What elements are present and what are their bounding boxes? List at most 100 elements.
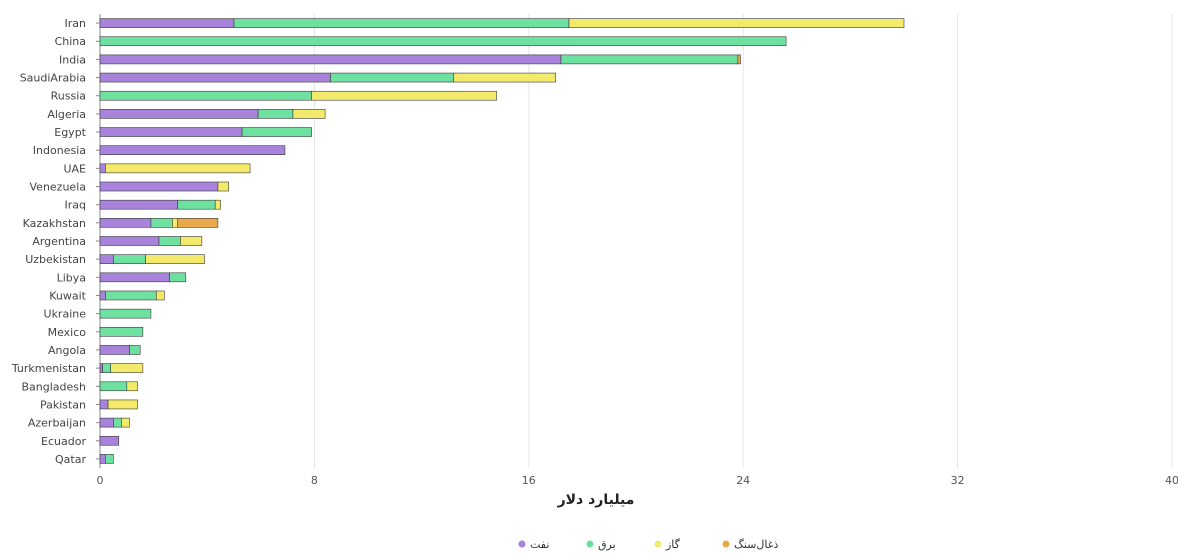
legend-label: گاز xyxy=(665,538,681,551)
category-label: India xyxy=(59,53,86,66)
bar-segment xyxy=(311,90,497,101)
category-label: Indonesia xyxy=(33,144,86,157)
bar-segment xyxy=(214,199,221,210)
category-label: Argentina xyxy=(32,235,86,248)
bar-segment xyxy=(99,145,286,155)
bar-segment xyxy=(177,199,216,210)
bar-segment xyxy=(129,345,141,355)
x-tick-label: 16 xyxy=(522,474,536,487)
bar-segment xyxy=(102,363,112,373)
x-tick-label: 24 xyxy=(736,474,750,487)
legend: نفت برق گاز ذغال‌سنگ xyxy=(518,538,778,551)
bar-segment xyxy=(113,417,122,428)
bar-segment xyxy=(107,399,138,410)
bar-segment xyxy=(233,18,570,28)
bar-segment xyxy=(180,236,203,246)
bar-segment xyxy=(257,109,294,119)
category-label: Kuwait xyxy=(49,289,86,302)
bar-segment xyxy=(737,54,741,65)
x-tick-label: 40 xyxy=(1165,474,1178,487)
legend-label: برق xyxy=(598,538,616,551)
bar-segment xyxy=(99,181,219,192)
bar-segment xyxy=(99,308,152,319)
category-label: Qatar xyxy=(55,453,86,466)
category-label: China xyxy=(55,35,86,48)
bar-segment xyxy=(241,127,313,137)
bar-segment xyxy=(99,254,114,264)
bar-segment xyxy=(99,381,128,392)
bar-segment xyxy=(177,218,219,228)
bar-segment xyxy=(99,72,331,83)
category-label: Uzbekistan xyxy=(25,253,86,266)
bar-segment xyxy=(113,254,146,264)
bar-segment xyxy=(99,435,120,446)
bar-segment xyxy=(453,72,556,83)
bar-segment xyxy=(99,54,562,65)
legend-label: ذغال‌سنگ xyxy=(734,538,778,551)
bar-segment xyxy=(169,272,187,283)
category-label: Pakistan xyxy=(40,398,86,411)
bar-segment xyxy=(99,163,106,174)
category-label: Ecuador xyxy=(41,435,86,448)
bar-segment xyxy=(99,290,106,301)
legend-marker xyxy=(722,540,730,548)
category-label: Ukraine xyxy=(44,308,87,321)
bar-segment xyxy=(99,109,259,119)
bar-segment xyxy=(99,218,152,228)
x-tick-label: 0 xyxy=(97,474,104,487)
category-label: Turkmenistan xyxy=(11,362,86,375)
legend-marker xyxy=(586,540,594,548)
bar-segment xyxy=(99,454,106,464)
bar-segment xyxy=(99,363,103,373)
bar-segment xyxy=(99,90,313,101)
category-label: Venezuela xyxy=(30,181,87,194)
bar-segment xyxy=(150,218,173,228)
bar-segment xyxy=(99,236,160,246)
category-label: Egypt xyxy=(54,126,86,139)
x-axis-title: میلیارد دلار xyxy=(557,492,635,508)
bar-segment xyxy=(121,417,130,428)
bar-segment xyxy=(126,381,138,392)
bar-segment xyxy=(99,36,787,47)
bar-segment xyxy=(560,54,739,65)
x-tick-label: 32 xyxy=(951,474,965,487)
bar-segment xyxy=(99,272,170,283)
category-label: Iran xyxy=(65,17,87,30)
category-label: Iraq xyxy=(65,199,87,212)
x-tick-label: 8 xyxy=(311,474,318,487)
bar-segment xyxy=(99,399,109,410)
bar-segment xyxy=(172,218,179,228)
category-label: SaudiArabia xyxy=(20,72,86,85)
category-label: UAE xyxy=(63,162,86,175)
bar-segment xyxy=(99,345,130,355)
bar-segment xyxy=(568,18,905,28)
legend-label: نفت xyxy=(530,538,549,551)
legend-marker xyxy=(654,540,662,548)
legend-marker xyxy=(518,540,526,548)
category-label: Libya xyxy=(57,271,86,284)
category-label: Bangladesh xyxy=(22,380,87,393)
x-axis-ticks: 0 8 16 24 32 40 xyxy=(97,474,1178,487)
bar-segment xyxy=(145,254,205,264)
category-label: Kazakhstan xyxy=(23,217,86,230)
bar-segment xyxy=(110,363,144,373)
bar-segment xyxy=(105,163,251,174)
bar-segment xyxy=(155,290,165,301)
bar-segment xyxy=(99,417,114,428)
category-labels: Iran China India SaudiArabia Russia Algeria Eg… xyxy=(11,17,100,466)
bar-segment xyxy=(292,109,326,119)
bar-segment xyxy=(99,199,179,210)
bar-segment xyxy=(105,290,157,301)
bar-segment xyxy=(105,454,114,464)
category-label: Russia xyxy=(51,90,86,103)
category-label: Algeria xyxy=(47,108,86,121)
bar-segment xyxy=(158,236,181,246)
bar-segment xyxy=(99,326,144,337)
bar-segment xyxy=(99,127,243,137)
bars xyxy=(99,18,905,464)
category-label: Angola xyxy=(48,344,86,357)
gridlines xyxy=(99,14,1173,468)
bar-segment xyxy=(99,18,235,28)
category-label: Mexico xyxy=(48,326,87,339)
